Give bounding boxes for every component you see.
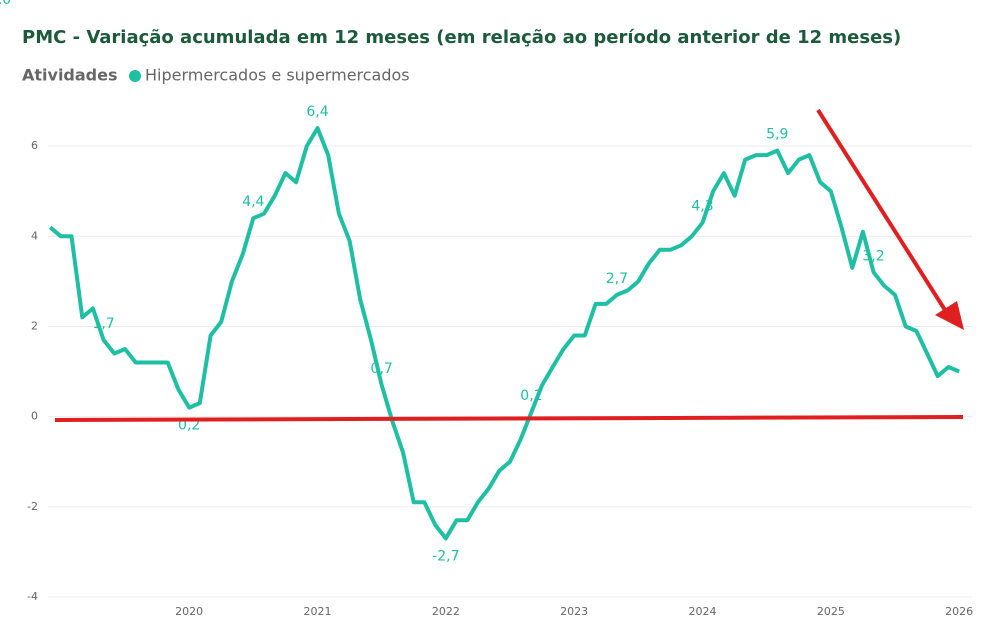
x-tick-label: 2026 <box>945 605 973 618</box>
data-label: 0,1 <box>520 388 542 404</box>
data-label: 3,2 <box>862 248 884 264</box>
legend-title: Atividades <box>22 66 118 85</box>
data-label: 1,7 <box>92 316 114 332</box>
data-label: 1,0 <box>0 0 11 8</box>
y-tick-label: 6 <box>31 139 38 152</box>
annotation-arrowhead <box>935 301 964 330</box>
x-tick-label: 2023 <box>560 605 588 618</box>
x-tick-label: 2025 <box>817 605 845 618</box>
y-tick-label: -4 <box>27 590 38 603</box>
y-tick-label: 0 <box>31 410 38 423</box>
data-label: 4,4 <box>242 194 264 210</box>
y-tick-label: -2 <box>27 500 38 513</box>
data-label: 2,7 <box>606 271 628 287</box>
x-tick-label: 2022 <box>432 605 460 618</box>
y-tick-label: 4 <box>31 229 38 242</box>
data-label: 5,9 <box>766 127 788 143</box>
legend-marker <box>129 70 141 82</box>
annotation-arrow <box>816 108 947 312</box>
x-tick-label: 2024 <box>689 605 717 618</box>
data-label: 4,3 <box>691 199 713 215</box>
y-tick-label: 2 <box>31 319 38 332</box>
annotation-line <box>54 415 964 422</box>
x-tick-label: 2021 <box>304 605 332 618</box>
series-line <box>48 126 960 541</box>
data-label: -2,7 <box>432 548 459 564</box>
plot-area: -4 -2 0 2 4 6 2020 2021 2022 2023 2024 2025 2026 1,7 0… <box>0 0 973 618</box>
data-label: 0,2 <box>178 418 200 434</box>
chart-title: PMC - Variação acumulada em 12 meses (em… <box>22 27 901 48</box>
data-label: 6,4 <box>306 104 328 120</box>
data-label: 0,7 <box>371 361 393 377</box>
x-tick-label: 2020 <box>175 605 203 618</box>
legend-label: Hipermercados e supermercados <box>145 66 410 85</box>
